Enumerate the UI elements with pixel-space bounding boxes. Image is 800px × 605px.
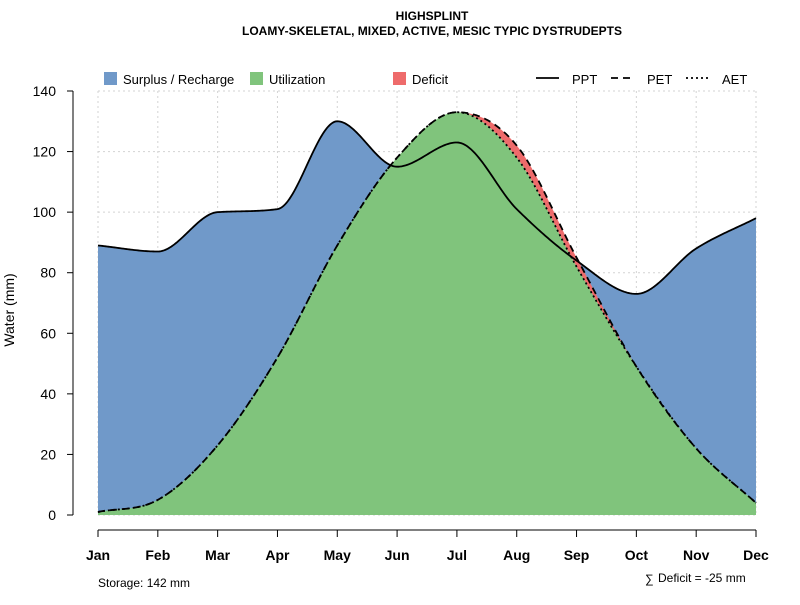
x-tick-label-dec: Dec [743, 547, 769, 563]
x-tick-label-oct: Oct [625, 547, 649, 563]
x-tick-label-jan: Jan [86, 547, 110, 563]
x-tick-label-mar: Mar [205, 547, 230, 563]
y-tick-label: 40 [40, 386, 56, 402]
x-tick-label-feb: Feb [145, 547, 170, 563]
x-tick-label-jun: Jun [385, 547, 410, 563]
series-lines [97, 111, 757, 513]
legend-label: Deficit [412, 72, 449, 87]
legend-label: PET [647, 72, 672, 87]
axes: 0 20 40 60 80 100 120 140 Jan Feb Mar Apr May Jun Jul A… [33, 83, 769, 563]
x-tick-label-jul: Jul [447, 547, 467, 563]
areas [98, 112, 756, 515]
x-tick-label-nov: Nov [683, 547, 710, 563]
y-tick-label: 60 [40, 325, 56, 341]
y-tick-label: 80 [40, 265, 56, 281]
y-tick-label: 140 [33, 83, 57, 99]
chart-subtitle: LOAMY-SKELETAL, MIXED, ACTIVE, MESIC TYP… [242, 24, 622, 38]
utilization-area [98, 112, 756, 515]
legend-label: Surplus / Recharge [123, 72, 234, 87]
sum-symbol: ∑ [645, 572, 654, 586]
y-tick-label: 100 [33, 204, 57, 220]
x-tick-label-aug: Aug [503, 547, 530, 563]
y-axis-label: Water (mm) [1, 273, 17, 346]
y-tick-label: 120 [33, 144, 57, 160]
legend: Surplus / Recharge Utilization Deficit PPT P… [104, 72, 747, 87]
legend-swatch-surplus-recharge [104, 72, 117, 85]
legend-label: Utilization [269, 72, 325, 87]
ppt-line [97, 120, 757, 295]
deficit-note: Deficit = -25 mm [658, 571, 746, 585]
x-tick-label-may: May [324, 547, 351, 563]
storage-note: Storage: 142 mm [98, 576, 190, 590]
legend-label: PPT [572, 72, 597, 87]
x-tick-label-sep: Sep [564, 547, 590, 563]
y-tick-label: 20 [40, 446, 56, 462]
y-tick-label: 0 [48, 507, 56, 523]
chart-title: HIGHSPLINT [396, 9, 469, 23]
legend-swatch-utilization [250, 72, 263, 85]
legend-swatch-deficit [393, 72, 406, 85]
x-tick-label-apr: Apr [265, 547, 290, 563]
pet-line [97, 111, 757, 513]
legend-label: AET [722, 72, 747, 87]
